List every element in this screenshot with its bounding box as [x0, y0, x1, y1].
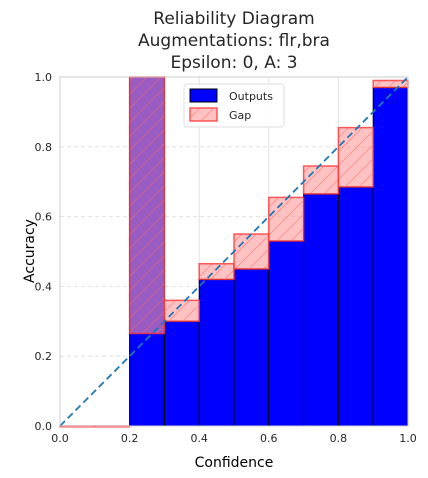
outputs-bar	[268, 240, 305, 427]
gap-bar-hatch	[234, 234, 269, 269]
gap-bar-hatch	[338, 127, 374, 187]
y-tick-label: 0.6	[35, 211, 53, 224]
perfect-calibration-line	[59, 76, 409, 427]
x-tick-label: 0.4	[190, 432, 208, 445]
y-tick-label: 1.0	[35, 71, 53, 84]
outputs-bar	[198, 278, 235, 427]
y-tick-label: 0.4	[35, 280, 53, 293]
legend-outputs-label: Outputs	[229, 90, 273, 103]
chart-title: Reliability Diagram Augmentations: flr,b…	[138, 9, 330, 73]
outputs-bar	[163, 320, 200, 427]
gap-bar-hatch	[268, 197, 304, 242]
x-tick-label: 0.0	[51, 432, 69, 445]
y-axis-label: Accuracy	[22, 219, 38, 283]
chart-title-line-3: Epsilon: 0, A: 3	[170, 53, 297, 73]
gap-bar-hatch	[199, 263, 234, 280]
outputs-bar	[372, 86, 409, 427]
gap-bar-hatch	[303, 165, 339, 194]
outputs-bar	[337, 186, 374, 427]
legend-gap-label: Gap	[229, 109, 251, 122]
x-tick-label: 0.2	[121, 432, 139, 445]
plot-area: 0.0 0.2 0.4 0.6 0.8 1.0 0.0 0.2 0.4 0.6 0.8 1.0 Outp…	[35, 71, 417, 445]
gap-bar-hatch	[373, 80, 408, 88]
x-tick-label: 1.0	[399, 432, 417, 445]
y-tick-label: 0.8	[35, 141, 53, 154]
chart-title-line-1: Reliability Diagram	[153, 9, 314, 29]
x-axis-label: Confidence	[195, 455, 274, 471]
chart-title-line-2: Augmentations: flr,bra	[138, 31, 330, 51]
x-tick-label: 0.6	[260, 432, 278, 445]
y-tick-label: 0.2	[35, 350, 53, 363]
outputs-bar	[303, 193, 339, 427]
gap-bar-hatch	[129, 77, 165, 334]
axes-frame	[59, 76, 409, 427]
legend-outputs-swatch	[189, 88, 218, 103]
legend: Outputs Gap	[183, 83, 285, 128]
x-tick-label: 0.8	[330, 432, 348, 445]
gap-bar-hatch	[164, 300, 200, 322]
outputs-bar	[233, 268, 270, 427]
legend-gap-hatch	[190, 108, 217, 121]
y-tick-label: 0.0	[35, 420, 53, 433]
